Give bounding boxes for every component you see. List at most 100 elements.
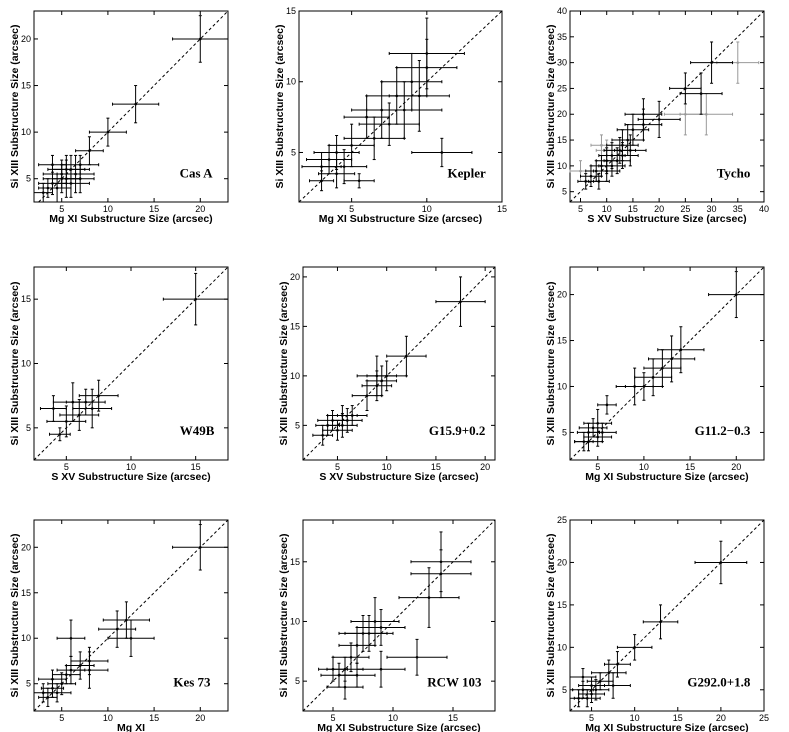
- x-tick-label: 15: [673, 713, 683, 723]
- data-point: [425, 52, 429, 55]
- data-point: [626, 138, 629, 142]
- data-point: [679, 348, 683, 352]
- data-point: [69, 168, 73, 171]
- data-point-marker: [56, 619, 86, 657]
- data-point: [198, 37, 202, 41]
- y-tick-label: 15: [21, 588, 31, 598]
- data-point-marker: [49, 427, 71, 442]
- data-point-marker: [388, 17, 465, 90]
- chart-panel-7: 5 10 15 20 5 10 15 20 Mg XI Si XIII Substructure …: [9, 519, 229, 732]
- data-point-marker: [336, 405, 368, 426]
- chart-panel-2: 5 10 15 5 10 15 Mg XI Substructure Size (arcse…: [274, 6, 507, 225]
- data-point-marker: [65, 164, 95, 194]
- data-point: [365, 394, 369, 397]
- data-point: [705, 112, 708, 116]
- panel-label: G11.2−0.3: [695, 423, 751, 438]
- data-point-marker: [386, 638, 448, 676]
- data-point-marker: [56, 154, 95, 194]
- x-tick-label: 25: [759, 713, 769, 723]
- x-tick-label: 5: [335, 462, 340, 472]
- data-point: [405, 354, 408, 358]
- data-point: [343, 685, 347, 689]
- data-point-marker: [42, 683, 72, 703]
- x-tick-label: 5: [64, 462, 69, 472]
- plot-frame: [569, 10, 765, 203]
- data-point: [346, 419, 349, 422]
- panel-label: W49B: [180, 423, 215, 438]
- chart-panel-3: 5 10 15 20 25 30 35 40 5 10 15 20 25 30 35 40 S XV Subst…: [545, 6, 769, 225]
- y-tick-label: 10: [290, 371, 300, 381]
- x-tick-label: 15: [149, 204, 159, 214]
- data-point-marker: [358, 102, 420, 146]
- data-point-marker: [616, 634, 653, 661]
- data-point-marker: [343, 116, 405, 161]
- y-tick-label: 5: [295, 420, 300, 430]
- x-tick-label: 15: [685, 462, 695, 472]
- plot-frame: [569, 266, 765, 461]
- data-point: [372, 137, 376, 140]
- x-tick-label: 20: [716, 713, 726, 723]
- data-point: [129, 636, 133, 640]
- data-point-marker: [386, 335, 427, 377]
- data-point: [357, 179, 361, 183]
- y-tick-label: 5: [295, 676, 300, 686]
- data-point: [335, 172, 338, 176]
- data-point: [607, 671, 611, 675]
- data-point: [587, 440, 590, 443]
- data-point-marker: [595, 672, 631, 699]
- data-point: [642, 385, 646, 388]
- data-point-marker: [637, 100, 681, 138]
- y-tick-label: 35: [557, 32, 567, 42]
- data-point: [355, 644, 359, 647]
- data-point: [46, 696, 50, 699]
- y-axis-label: Si XIII Substructure Size (arcsec): [278, 282, 290, 446]
- y-axis-label: Si XIII Substructure Size (arcsec): [545, 534, 557, 698]
- data-point: [343, 667, 347, 671]
- data-point-marker: [312, 424, 334, 446]
- y-tick-label: 5: [562, 685, 567, 695]
- reference-line: [302, 519, 496, 712]
- x-tick-label: 10: [382, 462, 392, 472]
- data-point: [350, 414, 354, 417]
- data-point-marker: [356, 609, 406, 646]
- data-point-marker: [313, 135, 360, 170]
- data-point: [734, 293, 738, 296]
- data-point: [379, 667, 383, 671]
- data-point: [591, 426, 595, 430]
- data-point-marker: [582, 679, 610, 701]
- data-point-marker: [579, 165, 602, 188]
- y-axis-label: Si XIII Substructure Size (arcsec): [9, 25, 21, 189]
- x-tick-label: 15: [628, 204, 638, 214]
- y-tick-label: 20: [290, 272, 300, 282]
- data-point: [598, 679, 602, 683]
- plot-frame: [33, 519, 229, 712]
- data-point: [134, 102, 137, 106]
- plot-frame: [302, 519, 496, 712]
- data-point: [585, 696, 589, 700]
- data-point-marker: [343, 173, 375, 189]
- data-point: [631, 128, 635, 132]
- y-axis-label: Si XIII Substructure Size (arcsec): [545, 25, 557, 189]
- plot-frame: [569, 519, 765, 712]
- data-point: [628, 149, 632, 152]
- data-point: [55, 186, 59, 190]
- data-point: [410, 80, 414, 84]
- x-tick-label: 5: [595, 462, 600, 472]
- data-point: [427, 596, 431, 599]
- y-tick-label: 40: [557, 6, 567, 16]
- x-tick-label: 10: [422, 204, 432, 214]
- x-axis-label: Mg XI Substructure Size (arcsec): [319, 213, 482, 225]
- data-point: [615, 159, 619, 163]
- panel-label: Kes 73: [173, 674, 211, 689]
- data-point: [367, 632, 371, 635]
- data-point: [78, 664, 82, 667]
- data-point-marker: [606, 129, 639, 162]
- reference-line: [569, 10, 765, 203]
- reference-line: [302, 266, 496, 461]
- y-axis-label: Si XIII Substructure Size (arcsec): [9, 282, 21, 446]
- y-tick-label: 15: [286, 6, 296, 16]
- x-tick-label: 40: [759, 204, 769, 214]
- data-point-marker: [344, 615, 394, 652]
- data-point-marker: [435, 276, 486, 327]
